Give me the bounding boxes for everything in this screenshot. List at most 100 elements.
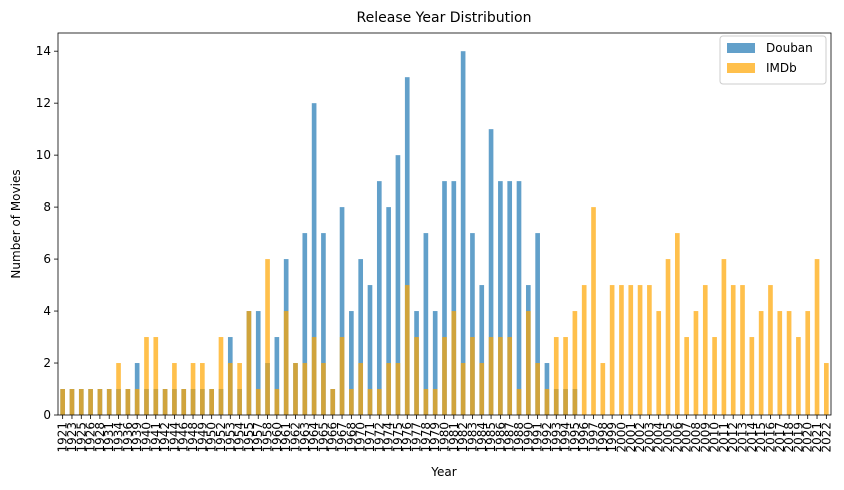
- x-tick-label: 1960: [270, 422, 284, 453]
- bar-imdb-1923: [69, 389, 75, 415]
- bar-douban-1991: [535, 233, 540, 415]
- bar-imdb-1979: [432, 389, 438, 415]
- y-axis-label: Number of Movies: [9, 169, 23, 278]
- y-tick-label: 0: [43, 408, 51, 422]
- bar-douban-1963: [302, 233, 308, 415]
- x-tick-label: 1995: [568, 422, 582, 453]
- bar-imdb-1941: [153, 337, 159, 415]
- bar-douban-1981: [451, 181, 457, 415]
- x-tick-label: 1946: [177, 422, 191, 453]
- bar-imdb-1948: [190, 363, 196, 415]
- bar-douban-1988: [516, 181, 522, 415]
- x-tick-label: 1962: [288, 422, 302, 453]
- x-tick-label: 1944: [167, 422, 181, 453]
- bar-imdb-2006: [675, 233, 680, 415]
- bar-imdb-1939: [134, 389, 140, 415]
- x-tick-label: 2013: [736, 422, 750, 453]
- bar-douban-1985: [488, 129, 494, 415]
- bar-imdb-2000: [619, 285, 624, 415]
- x-tick-label: 1992: [540, 422, 554, 453]
- y-tick-label: 10: [36, 148, 51, 162]
- bar-imdb-1982: [460, 363, 466, 415]
- bar-imdb-2013: [740, 285, 745, 415]
- bar-imdb-2015: [758, 311, 764, 415]
- y-tick-label: 14: [36, 44, 51, 58]
- bar-douban-1967: [339, 207, 345, 415]
- x-tick-label: 1934: [112, 422, 126, 453]
- bar-imdb-2011: [721, 259, 727, 415]
- bar-douban-1960: [274, 337, 280, 415]
- bar-imdb-1986: [498, 337, 503, 415]
- y-tick-label: 2: [43, 356, 51, 370]
- bar-imdb-1996: [581, 285, 587, 415]
- x-tick-label: 1958: [261, 422, 275, 453]
- bar-imdb-1946: [181, 389, 187, 415]
- x-tick-label: 1986: [493, 422, 507, 453]
- bar-imdb-1957: [255, 389, 261, 415]
- legend-swatch-douban: [727, 43, 755, 53]
- bar-imdb-2022: [824, 363, 829, 415]
- bar-douban-1979: [432, 311, 438, 415]
- x-tick-label: 1928: [93, 422, 107, 453]
- x-tick-label: 1967: [335, 422, 349, 453]
- x-tick-label: 1994: [559, 422, 573, 453]
- bar-imdb-1936: [125, 389, 131, 415]
- bar-imdb-1961: [283, 311, 289, 415]
- bar-imdb-1944: [172, 363, 177, 415]
- x-tick-label: 1984: [475, 422, 489, 453]
- bar-douban-1971: [367, 285, 373, 415]
- x-tick-label: 2006: [670, 422, 684, 453]
- bar-imdb-2010: [712, 337, 717, 415]
- x-tick-label: 2010: [708, 422, 722, 453]
- bar-douban-1957: [255, 311, 261, 415]
- x-tick-label: 2012: [726, 422, 740, 453]
- legend-label-imdb: IMDb: [766, 61, 797, 75]
- legend-swatch-imdb: [727, 63, 755, 73]
- bar-imdb-1991: [535, 363, 540, 415]
- bar-imdb-2021: [814, 259, 820, 415]
- bar-imdb-1955: [246, 311, 252, 415]
- bar-imdb-1934: [116, 363, 121, 415]
- x-tick-label: 1990: [521, 422, 535, 453]
- x-tick-label: 1923: [65, 422, 79, 453]
- x-tick-label: 2014: [745, 422, 759, 453]
- bar-imdb-1984: [479, 363, 485, 415]
- bar-imdb-1966: [330, 389, 336, 415]
- y-axis: 0 2 4 6 8 10 12 14: [36, 44, 58, 422]
- bar-douban-1965: [321, 233, 326, 415]
- bar-douban-1980: [442, 181, 447, 415]
- bar-imdb-1976: [404, 285, 410, 415]
- bar-imdb-1999: [609, 285, 615, 415]
- x-tick-label: 1998: [596, 422, 610, 453]
- x-tick-label: 1987: [503, 422, 517, 453]
- bar-imdb-2018: [786, 311, 792, 415]
- x-tick-label: 1974: [382, 422, 396, 453]
- x-tick-label: 2018: [782, 422, 796, 453]
- bar-imdb-1925: [78, 389, 84, 415]
- x-tick-label: 1988: [512, 422, 526, 453]
- legend-label-douban: Douban: [766, 41, 813, 55]
- x-tick-label: 1991: [531, 422, 545, 453]
- bar-imdb-1963: [302, 363, 308, 415]
- x-tick-label: 1979: [428, 422, 442, 453]
- bar-imdb-1931: [106, 389, 112, 415]
- y-tick-label: 6: [43, 252, 51, 266]
- x-tick-label: 1952: [214, 422, 228, 453]
- x-tick-label: 2022: [819, 422, 833, 453]
- bar-douban-1976: [404, 77, 410, 415]
- x-tick-label: 1981: [447, 422, 461, 453]
- x-tick-label: 1983: [465, 422, 479, 453]
- bar-douban-1978: [423, 233, 429, 415]
- bar-douban-1987: [507, 181, 513, 415]
- x-tick-label: 2016: [763, 422, 777, 453]
- bar-imdb-1988: [516, 389, 522, 415]
- bar-imdb-1953: [227, 363, 233, 415]
- x-tick-label: 1996: [577, 422, 591, 453]
- x-tick-label: 1999: [605, 422, 619, 453]
- plot-frame: [57, 32, 832, 416]
- x-tick-label: 1941: [149, 422, 163, 453]
- bar-douban-1968: [349, 311, 354, 415]
- bar-imdb-1968: [349, 389, 354, 415]
- bar-imdb-2014: [749, 337, 755, 415]
- bar-imdb-1992: [544, 389, 550, 415]
